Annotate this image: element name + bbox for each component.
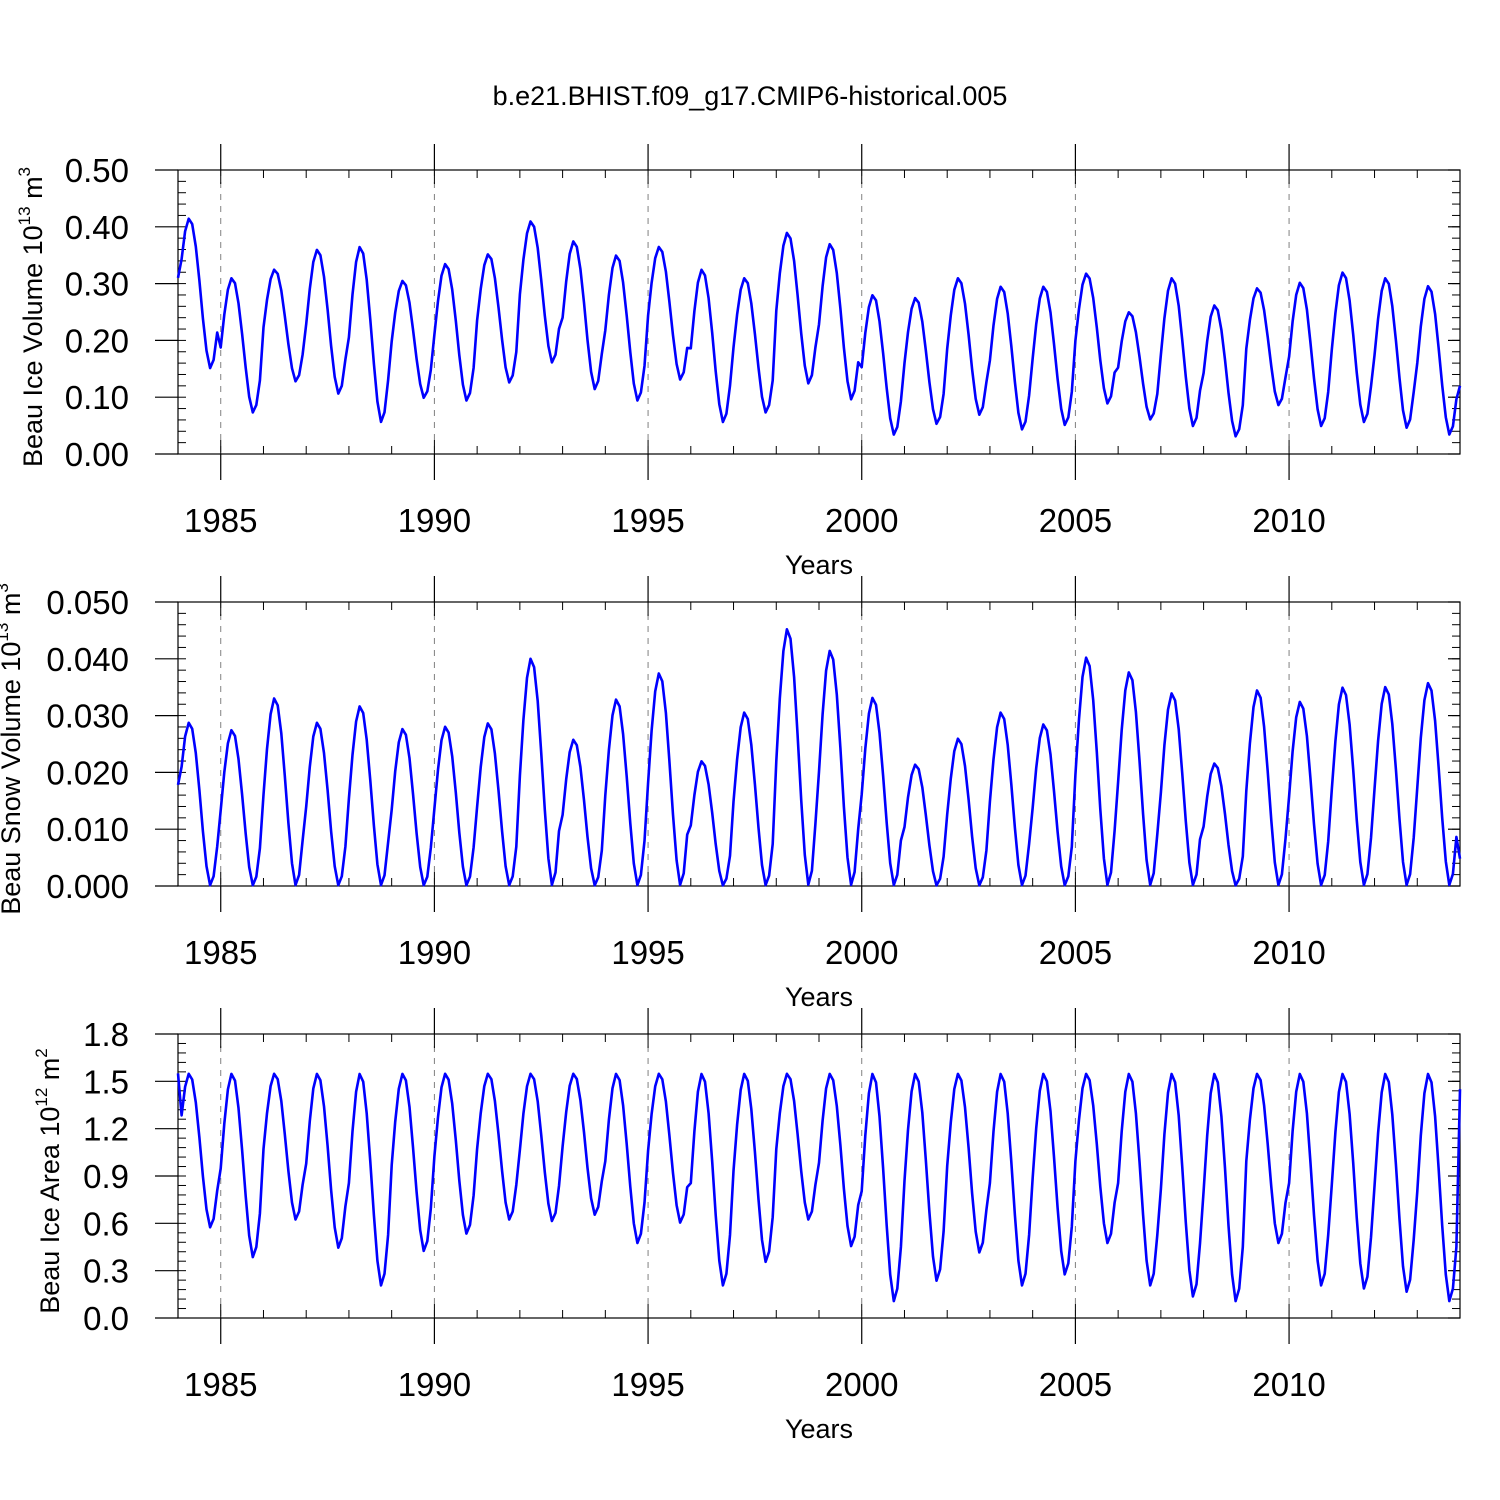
y-tick-label-5: 1.5	[83, 1063, 129, 1100]
y-tick-label-2: 0.20	[65, 322, 129, 359]
plot-frame	[177, 601, 1461, 887]
x-tick-label-1990: 1990	[398, 502, 471, 539]
y-axis-title-unit: m	[0, 593, 26, 623]
x-tick-label-1985: 1985	[184, 1366, 257, 1403]
y-tick-label-0: 0.0	[83, 1300, 129, 1337]
y-axis-title-main: Beau Ice Volume 10	[18, 225, 48, 467]
panel-2: 0.000 0.010 0.020 0.030 0.040 0.050 1985 1990 19…	[0, 576, 1462, 1012]
y-tick-label-5: 0.50	[65, 152, 129, 189]
y-tick-label-1: 0.3	[83, 1253, 129, 1290]
x-tick-label-1985: 1985	[184, 502, 257, 539]
x-tick-label-2005: 2005	[1039, 1366, 1112, 1403]
x-axis-title: Years	[785, 1414, 853, 1444]
y-tick-label-4: 0.40	[65, 209, 129, 246]
y-axis-title-unit: m	[35, 1058, 65, 1088]
y-tick-label-6: 1.8	[83, 1016, 129, 1053]
x-tick-label-1995: 1995	[611, 934, 684, 971]
y-axis-title-unit-exponent: 2	[32, 1048, 51, 1057]
x-tick-label-1995: 1995	[611, 1366, 684, 1403]
x-tick-label-2000: 2000	[825, 934, 898, 971]
x-tick-label-1990: 1990	[398, 1366, 471, 1403]
y-tick-label-3: 0.9	[83, 1158, 129, 1195]
x-tick-label-2000: 2000	[825, 1366, 898, 1403]
x-axis-title: Years	[785, 550, 853, 580]
series-line-beau-snow-volume	[176, 628, 1462, 887]
y-axis-title-exponent: 12	[32, 1088, 51, 1107]
y-tick-label-1: 0.010	[46, 811, 129, 848]
y-axis-title-main: Beau Snow Volume 10	[0, 642, 26, 915]
y-axis-title: Beau Snow Volume 1013 m3	[0, 583, 26, 915]
y-tick-label-2: 0.6	[83, 1205, 129, 1242]
x-tick-label-2010: 2010	[1252, 502, 1325, 539]
series-line-beau-ice-area	[176, 1072, 1462, 1303]
y-tick-label-3: 0.030	[46, 698, 129, 735]
y-axis-title-exponent: 13	[15, 206, 34, 225]
x-tick-label-2000: 2000	[825, 502, 898, 539]
x-axis-title: Years	[785, 982, 853, 1012]
y-tick-label-5: 0.050	[46, 584, 129, 621]
panel-3: 0.0 0.3 0.6 0.9 1.2 1.5 1.8 1985 1990 1995 2000 200…	[32, 1008, 1462, 1444]
y-tick-label-3: 0.30	[65, 266, 129, 303]
y-tick-label-2: 0.020	[46, 754, 129, 791]
x-tick-label-2010: 2010	[1252, 934, 1325, 971]
panel-1: 0.00 0.10 0.20 0.30 0.40 0.50 1985 1990 1995 2000…	[15, 144, 1462, 580]
y-tick-label-1: 0.10	[65, 379, 129, 416]
y-tick-label-4: 1.2	[83, 1111, 129, 1148]
y-tick-label-0: 0.00	[65, 436, 129, 473]
x-tick-label-2010: 2010	[1252, 1366, 1325, 1403]
x-tick-label-2005: 2005	[1039, 502, 1112, 539]
series-line-beau-ice-volume	[176, 217, 1462, 438]
y-axis-title-unit: m	[18, 176, 48, 206]
y-tick-label-4: 0.040	[46, 641, 129, 678]
x-tick-label-1990: 1990	[398, 934, 471, 971]
figure-title: b.e21.BHIST.f09_g17.CMIP6-historical.005	[493, 81, 1008, 111]
panels: 0.00 0.10 0.20 0.30 0.40 0.50 1985 1990 1995 2000…	[0, 144, 1462, 1444]
y-axis-title-main: Beau Ice Area 10	[35, 1107, 65, 1314]
y-axis-title: Beau Ice Volume 1013 m3	[15, 167, 48, 467]
x-tick-label-1985: 1985	[184, 934, 257, 971]
x-tick-label-1995: 1995	[611, 502, 684, 539]
y-axis-title: Beau Ice Area 1012 m2	[32, 1048, 65, 1314]
y-axis-title-exponent: 13	[0, 623, 12, 642]
y-axis-title-unit-exponent: 3	[0, 583, 12, 592]
x-tick-label-2005: 2005	[1039, 934, 1112, 971]
y-tick-label-0: 0.000	[46, 868, 129, 905]
y-axis-title-unit-exponent: 3	[15, 167, 34, 176]
